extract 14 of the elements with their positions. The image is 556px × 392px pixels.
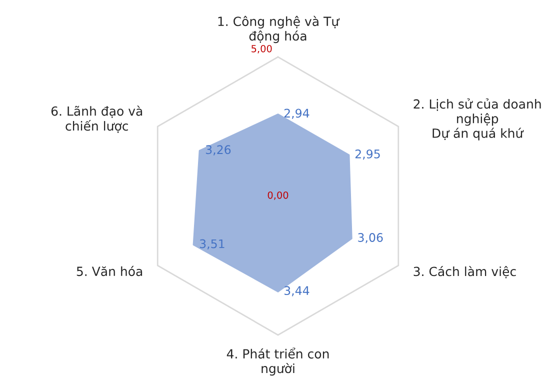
spoke-label: 3. Cách làm việc <box>414 266 516 278</box>
data-label: 2,94 <box>284 108 310 119</box>
data-label: 3,26 <box>206 145 231 156</box>
data-label: 3,06 <box>358 233 383 244</box>
y-tick-label: 0,00 <box>268 191 288 200</box>
spoke-label: 5. Văn hóa <box>76 266 142 276</box>
data-label: 3,44 <box>284 286 310 296</box>
data-label: 2,95 <box>355 149 380 160</box>
y-tick-label: 5,00 <box>252 44 272 54</box>
spoke-label: 6. Lãnh đạo và chiến lược <box>51 106 142 133</box>
spoke-label: 2. Lịch sử của doanh nghiệp Dự án quá khứ <box>414 98 541 140</box>
spoke-label: 4. Phát triển con người <box>226 348 329 376</box>
spoke-label: 1. Công nghệ và Tự động hóa <box>218 16 340 44</box>
data-label: 3,51 <box>200 239 224 250</box>
